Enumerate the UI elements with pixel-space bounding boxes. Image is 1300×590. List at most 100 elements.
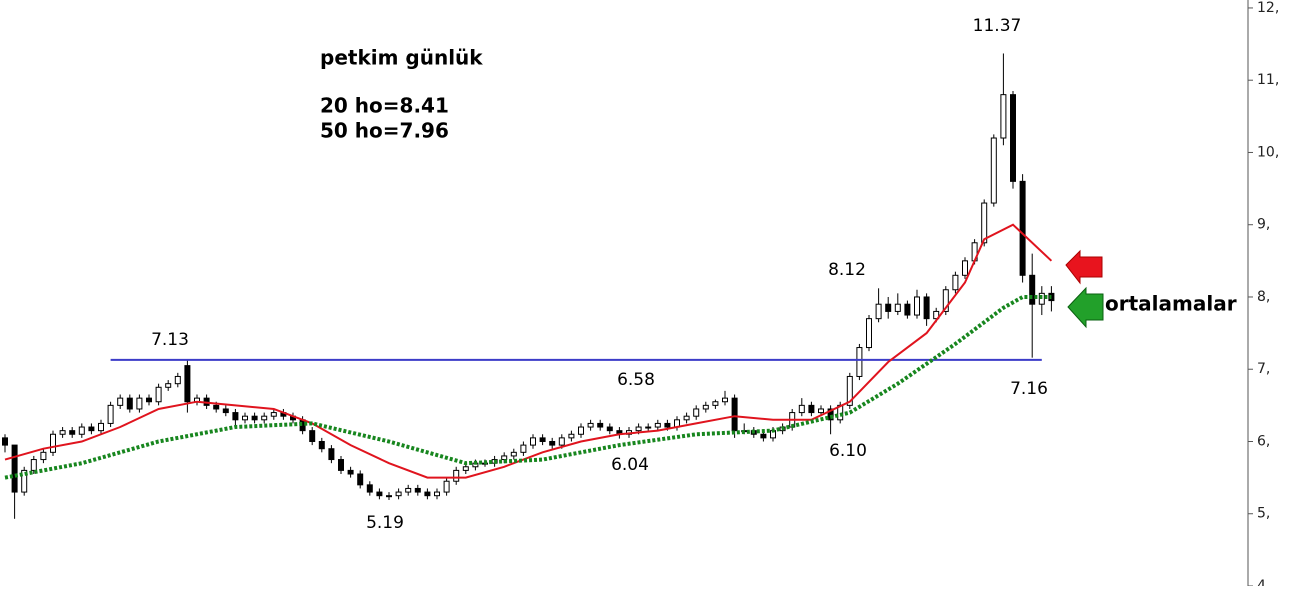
candle-body (683, 415, 690, 421)
candle-body (654, 422, 661, 428)
candle-body (242, 415, 248, 421)
candle-body (366, 484, 373, 493)
candle-body (827, 408, 834, 421)
candle-body (107, 404, 114, 424)
y-tick-label: 4, (1257, 578, 1270, 586)
candle-body (59, 430, 66, 435)
candle-body (875, 303, 882, 320)
annotation: 6.04 (611, 455, 649, 475)
candle-body (587, 422, 594, 428)
candle-body (414, 487, 421, 493)
candle-body (395, 491, 402, 497)
candle-body (424, 491, 431, 497)
note: 50 ho=7.96 (320, 119, 449, 143)
candle-body (405, 487, 412, 493)
candle-body (990, 137, 997, 204)
candle-body (21, 469, 28, 493)
y-tick-label: 5, (1257, 506, 1270, 522)
candle-body (338, 459, 344, 471)
candle-body (232, 412, 239, 421)
candle-body (760, 433, 767, 439)
candle-body (549, 440, 556, 446)
candle-body (923, 296, 930, 320)
annotation: 7.13 (151, 330, 189, 350)
candle-body (40, 451, 47, 461)
candle-body (731, 397, 738, 432)
arrow-red (1065, 249, 1103, 285)
candle-body (645, 426, 652, 429)
candle-body (818, 408, 824, 414)
note: 20 ho=8.41 (320, 94, 449, 118)
candle-body (78, 426, 85, 435)
y-tick-label: 7, (1257, 361, 1270, 377)
y-tick-label: 10, (1257, 144, 1279, 160)
candle-body (184, 365, 191, 403)
annotation: 6.10 (829, 441, 867, 461)
candle-body (798, 404, 805, 414)
candle-body (376, 491, 383, 497)
candle-body (69, 430, 76, 435)
candle-body (702, 404, 709, 410)
annotation: 8.12 (828, 260, 866, 280)
candle-body (146, 397, 152, 403)
candle-body (1029, 274, 1036, 305)
chart-title: petkim günlük (320, 46, 483, 70)
annotation: 5.19 (366, 513, 404, 533)
annotation: 7.16 (1010, 379, 1048, 399)
candle-body (1019, 180, 1026, 276)
candle-body (165, 383, 172, 388)
candle-body (904, 303, 911, 316)
moving-average (4, 295, 1052, 480)
candle-body (309, 430, 316, 442)
candle-body (712, 401, 719, 406)
candle-body (347, 469, 354, 475)
candle-body (2, 437, 8, 446)
candle-body (30, 459, 37, 471)
candle-body (11, 444, 18, 493)
candle-body (693, 408, 700, 417)
candle-body (578, 426, 584, 435)
candle-body (539, 437, 546, 442)
candle-body (885, 303, 892, 312)
candle-body (597, 422, 604, 428)
candle-body (866, 318, 872, 349)
candle-body (530, 437, 536, 446)
candle-body (434, 491, 440, 497)
candle-body (453, 469, 460, 482)
candle-body (117, 397, 124, 406)
candle-body (88, 426, 95, 432)
annotation: 11.37 (973, 16, 1022, 36)
candle-body (98, 422, 104, 432)
y-tick-label: 8, (1257, 289, 1270, 305)
candle-body (914, 296, 920, 316)
candle-body (328, 448, 335, 461)
y-tick-label: 12, (1257, 0, 1279, 16)
candle-body (462, 466, 469, 471)
candle-body (386, 495, 392, 498)
candle-body (808, 404, 815, 414)
annotation: 6.58 (617, 370, 655, 390)
candle-body (558, 437, 565, 446)
candle-body (126, 397, 133, 410)
candle-body (933, 310, 940, 320)
callout: ortalamalar (1105, 292, 1237, 316)
candle-body (664, 422, 671, 428)
candle-body (443, 480, 450, 493)
candle-body (510, 451, 517, 457)
candle-body (251, 415, 258, 421)
candle-body (318, 440, 325, 450)
candle-body (520, 444, 527, 453)
candle-body (357, 473, 364, 486)
candle-body (981, 202, 988, 244)
candle-body (261, 415, 268, 421)
candle-body (213, 404, 220, 410)
candle-body (50, 433, 56, 453)
candle-body (635, 426, 642, 432)
candle-body (942, 289, 949, 312)
moving-average (4, 223, 1053, 479)
candle-body (1000, 94, 1007, 139)
candle-body (136, 397, 143, 410)
candle-body (606, 426, 613, 432)
